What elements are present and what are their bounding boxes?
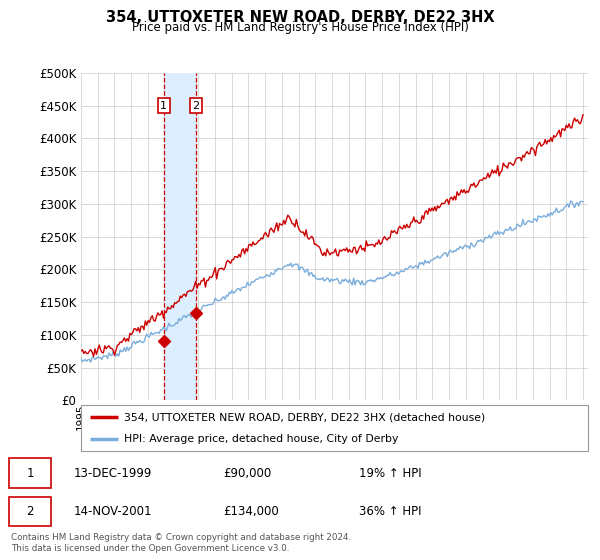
Text: 354, UTTOXETER NEW ROAD, DERBY, DE22 3HX: 354, UTTOXETER NEW ROAD, DERBY, DE22 3HX [106,10,494,25]
Text: 1: 1 [160,101,167,110]
FancyBboxPatch shape [9,497,51,526]
Bar [164,73,196,400]
Text: 1: 1 [26,466,34,479]
Text: 19% ↑ HPI: 19% ↑ HPI [359,466,421,479]
Text: HPI: Average price, detached house, City of Derby: HPI: Average price, detached house, City… [124,435,398,444]
Text: £134,000: £134,000 [224,505,280,518]
Text: 354, UTTOXETER NEW ROAD, DERBY, DE22 3HX (detached house): 354, UTTOXETER NEW ROAD, DERBY, DE22 3HX… [124,412,485,422]
Text: Contains HM Land Registry data © Crown copyright and database right 2024.
This d: Contains HM Land Registry data © Crown c… [11,533,351,553]
Text: £90,000: £90,000 [224,466,272,479]
Text: 2: 2 [26,505,34,518]
Text: Price paid vs. HM Land Registry's House Price Index (HPI): Price paid vs. HM Land Registry's House … [131,21,469,34]
FancyBboxPatch shape [9,458,51,488]
Text: 14-NOV-2001: 14-NOV-2001 [74,505,152,518]
Text: 36% ↑ HPI: 36% ↑ HPI [359,505,421,518]
FancyBboxPatch shape [81,405,588,451]
Text: 13-DEC-1999: 13-DEC-1999 [74,466,152,479]
Text: 2: 2 [193,101,200,110]
